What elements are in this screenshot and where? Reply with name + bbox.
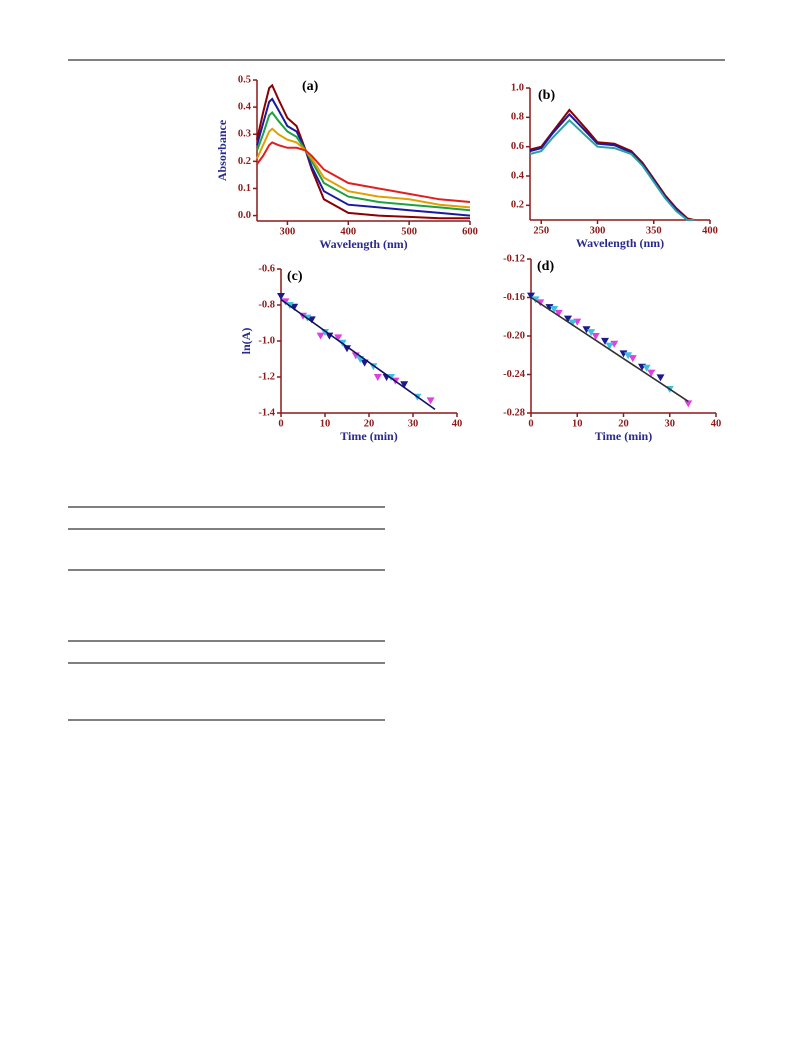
data-point (290, 303, 299, 311)
x-tick-label: 500 (401, 226, 417, 237)
data-point (582, 326, 591, 334)
data-point (325, 332, 334, 340)
y-tick-label: -0.6 (258, 263, 275, 274)
x-tick-label: 400 (702, 225, 718, 236)
data-point (307, 316, 316, 324)
rules (68, 59, 725, 721)
panel-label: (a) (302, 79, 319, 94)
y-tick-label: 0.2 (511, 200, 524, 211)
y-tick-label: 0.0 (238, 210, 251, 221)
x-tick-label: 30 (665, 418, 676, 429)
spectrum-line (256, 141, 471, 203)
data-point (343, 345, 351, 353)
data-point (316, 332, 325, 340)
x-axis-title: Wavelength (nm) (319, 237, 407, 251)
y-tick-label: -0.12 (503, 253, 525, 264)
y-tick-label: -0.28 (503, 407, 525, 418)
data-point (684, 400, 693, 408)
x-tick-label: 30 (408, 418, 419, 429)
x-tick-label: 250 (533, 225, 549, 236)
panel-label: (d) (537, 259, 554, 274)
x-tick-label: 0 (528, 418, 533, 429)
x-tick-label: 40 (452, 418, 463, 429)
data-point (605, 342, 614, 350)
data-point (554, 309, 563, 317)
data-point (550, 306, 559, 314)
data-point (400, 381, 409, 389)
y-tick-label: -0.16 (503, 292, 525, 303)
fit-line (530, 296, 689, 403)
y-tick-label: -1.2 (258, 371, 275, 382)
data-point (647, 369, 656, 377)
y-tick-label: 0.3 (238, 129, 251, 140)
data-point (334, 334, 343, 342)
data-point (568, 319, 577, 327)
x-axis-title: Time (min) (340, 429, 397, 443)
x-tick-label: 600 (462, 226, 478, 237)
x-tick-label: 0 (278, 418, 283, 429)
data-point (373, 374, 382, 381)
y-tick-label: 0.4 (511, 170, 525, 181)
y-tick-label: -1.4 (258, 407, 275, 418)
y-tick-label: 0.6 (511, 141, 524, 152)
x-tick-label: 20 (618, 418, 629, 429)
data-point (587, 329, 596, 337)
data-point (321, 329, 329, 336)
data-point (277, 293, 285, 300)
y-tick-label: -0.20 (503, 330, 525, 341)
y-tick-label: -1.0 (258, 335, 275, 346)
x-axis-title: Time (min) (595, 429, 652, 443)
y-tick-label: 1.0 (511, 82, 524, 93)
y-tick-label: 0.4 (238, 102, 252, 113)
y-tick-label: -0.24 (503, 369, 526, 380)
y-tick-label: 0.2 (238, 156, 251, 167)
data-point (610, 340, 619, 348)
spectrum-line (256, 127, 471, 209)
data-point (656, 374, 665, 382)
spectrum-line (529, 118, 695, 221)
panel-label: (b) (538, 88, 555, 103)
y-axis-title: ln(A) (239, 328, 253, 355)
data-point (624, 352, 633, 360)
x-tick-label: 20 (364, 418, 375, 429)
data-point (628, 355, 637, 363)
x-tick-label: 300 (280, 226, 296, 237)
y-tick-label: 0.8 (511, 112, 524, 123)
x-tick-label: 10 (572, 418, 583, 429)
data-point (601, 337, 609, 345)
x-axis-title: Wavelength (nm) (576, 236, 664, 250)
panel-label: (c) (287, 269, 303, 284)
x-tick-label: 300 (590, 225, 606, 236)
x-tick-label: 40 (711, 418, 722, 429)
y-tick-label: 0.1 (238, 183, 251, 194)
y-tick-label: -0.8 (258, 299, 275, 310)
data-point (527, 292, 535, 300)
y-tick-label: 0.5 (238, 74, 251, 85)
data-point (564, 315, 572, 323)
data-point (619, 350, 628, 358)
x-tick-label: 350 (646, 225, 662, 236)
data-point (591, 333, 600, 340)
data-point (642, 364, 651, 372)
fit-line (280, 298, 436, 411)
data-point (545, 304, 554, 312)
data-point (426, 397, 435, 405)
x-tick-label: 10 (320, 418, 331, 429)
y-axis-title: Absorbance (215, 119, 229, 181)
x-tick-label: 400 (340, 226, 356, 237)
